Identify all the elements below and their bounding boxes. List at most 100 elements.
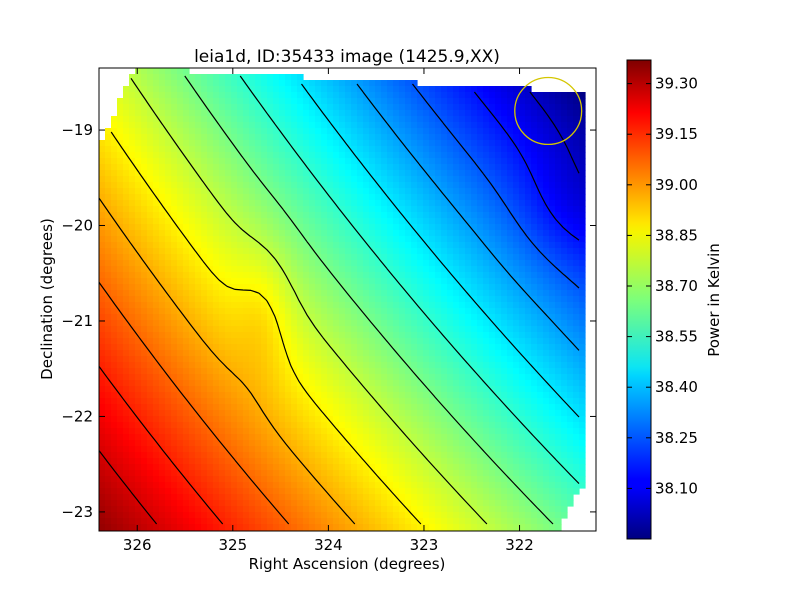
heatmap-cell	[111, 368, 118, 375]
heatmap-cell	[507, 404, 514, 411]
heatmap-cell	[561, 320, 568, 327]
heatmap-cell	[123, 338, 130, 345]
heatmap-cell	[459, 410, 466, 417]
heatmap-cell	[135, 128, 142, 135]
heatmap-cell	[171, 326, 178, 333]
heatmap-cell	[321, 380, 328, 387]
heatmap-cell	[207, 182, 214, 189]
heatmap-cell	[201, 296, 208, 303]
heatmap-cell	[441, 242, 448, 249]
heatmap-cell	[393, 224, 400, 231]
heatmap-cell	[291, 392, 298, 399]
heatmap-cell	[207, 152, 214, 159]
heatmap-cell	[417, 254, 424, 261]
heatmap-cell	[441, 200, 448, 207]
heatmap-cell	[519, 194, 526, 201]
heatmap-cell	[483, 116, 490, 123]
heatmap-cell	[243, 152, 250, 159]
heatmap-cell	[183, 230, 190, 237]
heatmap-cell	[321, 134, 328, 141]
heatmap-cell	[387, 392, 394, 399]
heatmap-cell	[291, 122, 298, 129]
heatmap-cell	[171, 242, 178, 249]
heatmap-cell	[423, 410, 430, 417]
heatmap-cell	[171, 122, 178, 129]
heatmap-cell	[453, 320, 460, 327]
heatmap-cell	[369, 428, 376, 435]
heatmap-cell	[141, 326, 148, 333]
heatmap-cell	[363, 260, 370, 267]
heatmap-cell	[465, 146, 472, 153]
heatmap-cell	[405, 236, 412, 243]
heatmap-cell	[195, 116, 202, 123]
heatmap-cell	[285, 362, 292, 369]
heatmap-cell	[435, 128, 442, 135]
heatmap-cell	[447, 98, 454, 105]
heatmap-cell	[219, 428, 226, 435]
heatmap-cell	[237, 242, 244, 249]
heatmap-cell	[411, 440, 418, 447]
heatmap-cell	[369, 254, 376, 261]
heatmap-cell	[315, 428, 322, 435]
heatmap-cell	[555, 446, 562, 453]
heatmap-cell	[573, 92, 580, 99]
heatmap-cell	[165, 344, 172, 351]
heatmap-cell	[375, 98, 382, 105]
heatmap-cell	[477, 416, 484, 423]
heatmap-cell	[459, 290, 466, 297]
heatmap-cell	[579, 98, 586, 105]
heatmap-cell	[453, 374, 460, 381]
heatmap-cell	[273, 302, 280, 309]
heatmap-cell	[159, 188, 166, 195]
heatmap-cell	[111, 206, 118, 213]
heatmap-cell	[285, 338, 292, 345]
heatmap-cell	[441, 392, 448, 399]
heatmap-cell	[363, 380, 370, 387]
heatmap-cell	[567, 272, 574, 279]
heatmap-cell	[255, 374, 262, 381]
heatmap-cell	[201, 212, 208, 219]
heatmap-cell	[351, 320, 358, 327]
heatmap-cell	[375, 446, 382, 453]
heatmap-cell	[261, 266, 268, 273]
heatmap-cell	[255, 134, 262, 141]
heatmap-cell	[435, 278, 442, 285]
heatmap-cell	[513, 428, 520, 435]
heatmap-cell	[207, 116, 214, 123]
heatmap-cell	[435, 434, 442, 441]
heatmap-cell	[105, 446, 112, 453]
heatmap-cell	[549, 428, 556, 435]
heatmap-cell	[543, 428, 550, 435]
heatmap-cell	[393, 446, 400, 453]
heatmap-cell	[315, 212, 322, 219]
heatmap-cell	[243, 434, 250, 441]
heatmap-cell	[141, 92, 148, 99]
heatmap-cell	[357, 278, 364, 285]
heatmap-cell	[573, 434, 580, 441]
heatmap-cell	[405, 122, 412, 129]
heatmap-cell	[243, 248, 250, 255]
heatmap-cell	[285, 140, 292, 147]
heatmap-cell	[111, 416, 118, 423]
heatmap-cell	[327, 224, 334, 231]
heatmap-cell	[219, 308, 226, 315]
heatmap-cell	[327, 338, 334, 345]
heatmap-cell	[279, 320, 286, 327]
heatmap-cell	[303, 230, 310, 237]
heatmap-cell	[225, 236, 232, 243]
heatmap-cell	[441, 386, 448, 393]
heatmap-cell	[189, 284, 196, 291]
heatmap-cell	[579, 116, 586, 123]
heatmap-cell	[507, 428, 514, 435]
heatmap-cell	[321, 224, 328, 231]
heatmap-cell	[369, 398, 376, 405]
heatmap-cell	[321, 404, 328, 411]
heatmap-cell	[261, 422, 268, 429]
heatmap-cell	[153, 230, 160, 237]
heatmap-cell	[279, 374, 286, 381]
heatmap-cell	[459, 116, 466, 123]
heatmap-cell	[189, 74, 196, 81]
heatmap-cell	[507, 212, 514, 219]
heatmap-cell	[291, 272, 298, 279]
heatmap-cell	[465, 194, 472, 201]
